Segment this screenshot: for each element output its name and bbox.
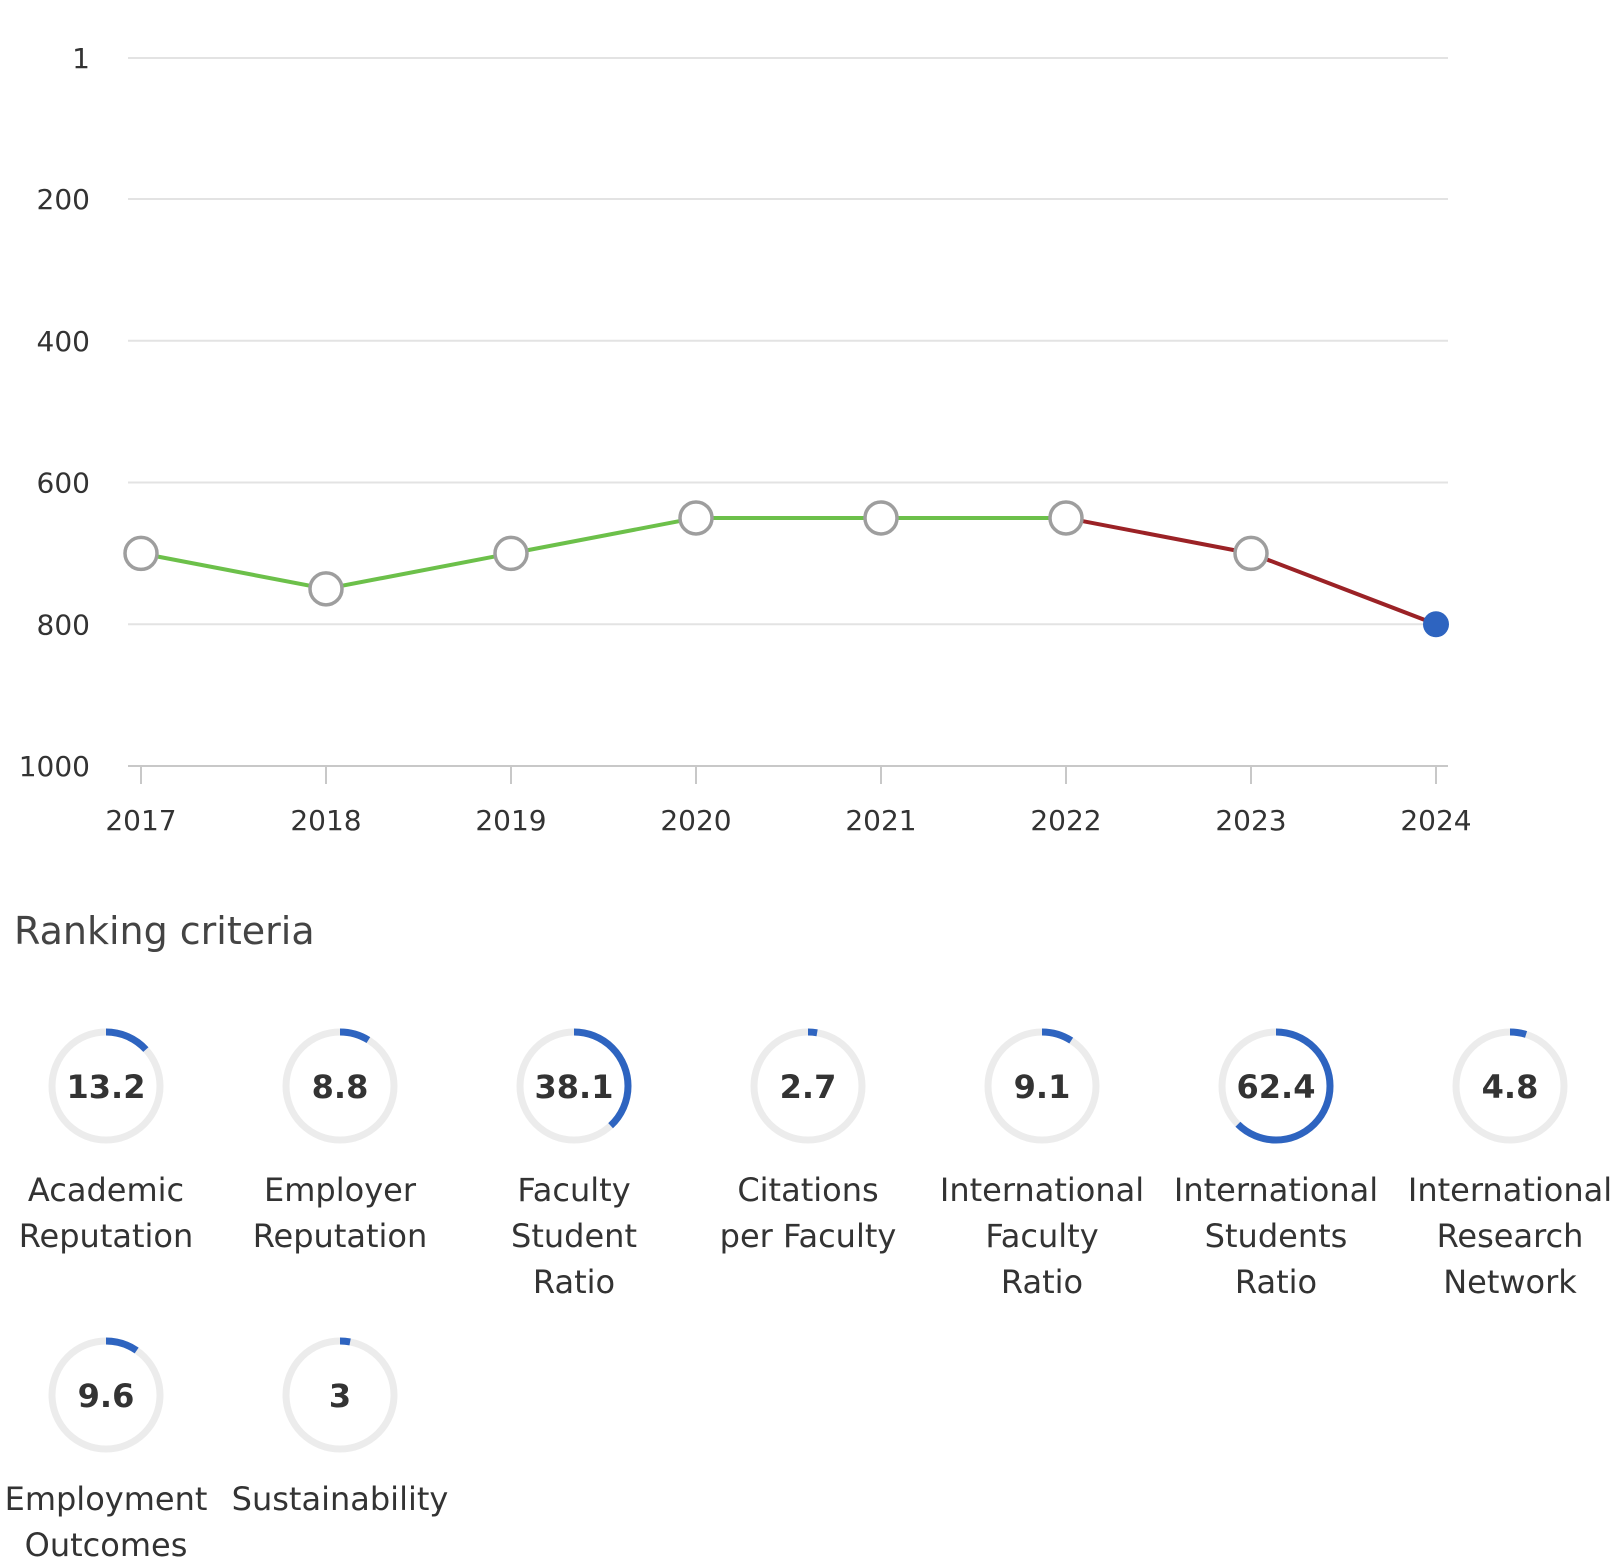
score-ring: 2.7 <box>750 1028 866 1144</box>
criterion-item: 8.8 Employer Reputation <box>226 1021 454 1259</box>
data-point <box>308 571 344 607</box>
criterion-value: 9.1 <box>1014 1068 1071 1106</box>
x-tick-label: 2022 <box>1030 804 1101 837</box>
criterion-value: 2.7 <box>780 1068 837 1106</box>
score-ring: 4.8 <box>1452 1028 1568 1144</box>
x-tick-label: 2019 <box>475 804 546 837</box>
series-segment <box>1064 515 1253 556</box>
x-tick-label: 2018 <box>290 804 361 837</box>
score-ring: 9.6 <box>48 1337 164 1453</box>
score-ring: 9.1 <box>984 1028 1100 1144</box>
current-rank-point <box>1423 611 1449 638</box>
ranking-criteria-title: Ranking criteria <box>14 909 315 953</box>
score-ring-fill <box>282 1337 398 1453</box>
criterion-value: 3 <box>329 1377 351 1415</box>
criterion-label: Sustainability <box>231 1480 449 1518</box>
score-ring-fill <box>984 1028 1100 1144</box>
data-point <box>678 500 714 536</box>
criterion-item: 3 Sustainability <box>226 1330 454 1522</box>
x-tick-label: 2021 <box>845 804 916 837</box>
score-ring-fill <box>516 1028 632 1144</box>
criterion-item: 62.4 International Students Ratio <box>1162 1021 1390 1305</box>
series-segment <box>139 551 328 591</box>
criterion-label: International Students Ratio <box>1173 1171 1379 1301</box>
criterion-item: 38.1 Faculty Student Ratio <box>460 1021 688 1305</box>
y-tick-label: 1 <box>72 42 90 75</box>
score-ring: 62.4 <box>1218 1028 1334 1144</box>
rank-history-chart: 1 200 400 600 800 1000 2017 2018 2019 2020 2021 202… <box>19 42 1472 837</box>
criterion-item: 13.2 Academic Reputation <box>0 1021 220 1259</box>
score-ring-fill <box>48 1337 164 1453</box>
criterion-value: 4.8 <box>1482 1068 1539 1106</box>
criterion-item: 4.8 International Research Network <box>1396 1021 1622 1305</box>
data-point <box>1233 535 1269 572</box>
series-segment <box>1249 551 1438 627</box>
data-point <box>863 500 899 536</box>
criterion-label: Employer Reputation <box>252 1171 428 1255</box>
criterion-item: 9.6 Employment Outcomes <box>0 1330 220 1568</box>
score-ring: 38.1 <box>516 1028 632 1144</box>
data-point <box>1048 500 1084 536</box>
score-ring: 8.8 <box>282 1028 398 1144</box>
criterion-value: 9.6 <box>78 1377 135 1415</box>
criterion-label: Citations per Faculty <box>719 1171 897 1255</box>
score-ring-fill <box>750 1028 866 1144</box>
score-ring: 13.2 <box>48 1028 164 1144</box>
x-tick-label: 2020 <box>660 804 731 837</box>
criterion-value: 8.8 <box>312 1068 369 1106</box>
criterion-item: 9.1 International Faculty Ratio <box>928 1021 1156 1305</box>
data-point <box>123 535 159 572</box>
score-ring-fill <box>282 1028 398 1144</box>
y-tick-label: 200 <box>37 183 90 216</box>
score-ring-fill <box>1218 1028 1334 1144</box>
y-tick-label: 400 <box>37 325 90 358</box>
score-ring-fill <box>1452 1028 1568 1144</box>
criterion-label: Employment Outcomes <box>4 1480 208 1564</box>
criterion-value: 13.2 <box>67 1068 146 1106</box>
criterion-label: International Research Network <box>1407 1171 1613 1301</box>
series-segment <box>324 551 513 591</box>
criterion-label: Academic Reputation <box>18 1171 194 1255</box>
y-tick-label: 600 <box>37 467 90 500</box>
score-ring: 3 <box>282 1337 398 1453</box>
series-segment <box>509 515 698 556</box>
criterion-value: 62.4 <box>1237 1068 1316 1106</box>
y-tick-label: 800 <box>37 608 90 641</box>
x-tick-label: 2023 <box>1215 804 1286 837</box>
criterion-label: Faculty Student Ratio <box>511 1171 637 1301</box>
y-tick-label: 1000 <box>19 750 90 783</box>
criterion-label: International Faculty Ratio <box>939 1171 1145 1301</box>
score-ring-fill <box>48 1028 164 1144</box>
criterion-item: 2.7 Citations per Faculty <box>694 1021 922 1259</box>
data-point <box>493 535 529 572</box>
x-tick-label: 2024 <box>1400 804 1471 837</box>
x-tick-label: 2017 <box>105 804 176 837</box>
criterion-value: 38.1 <box>535 1068 614 1106</box>
